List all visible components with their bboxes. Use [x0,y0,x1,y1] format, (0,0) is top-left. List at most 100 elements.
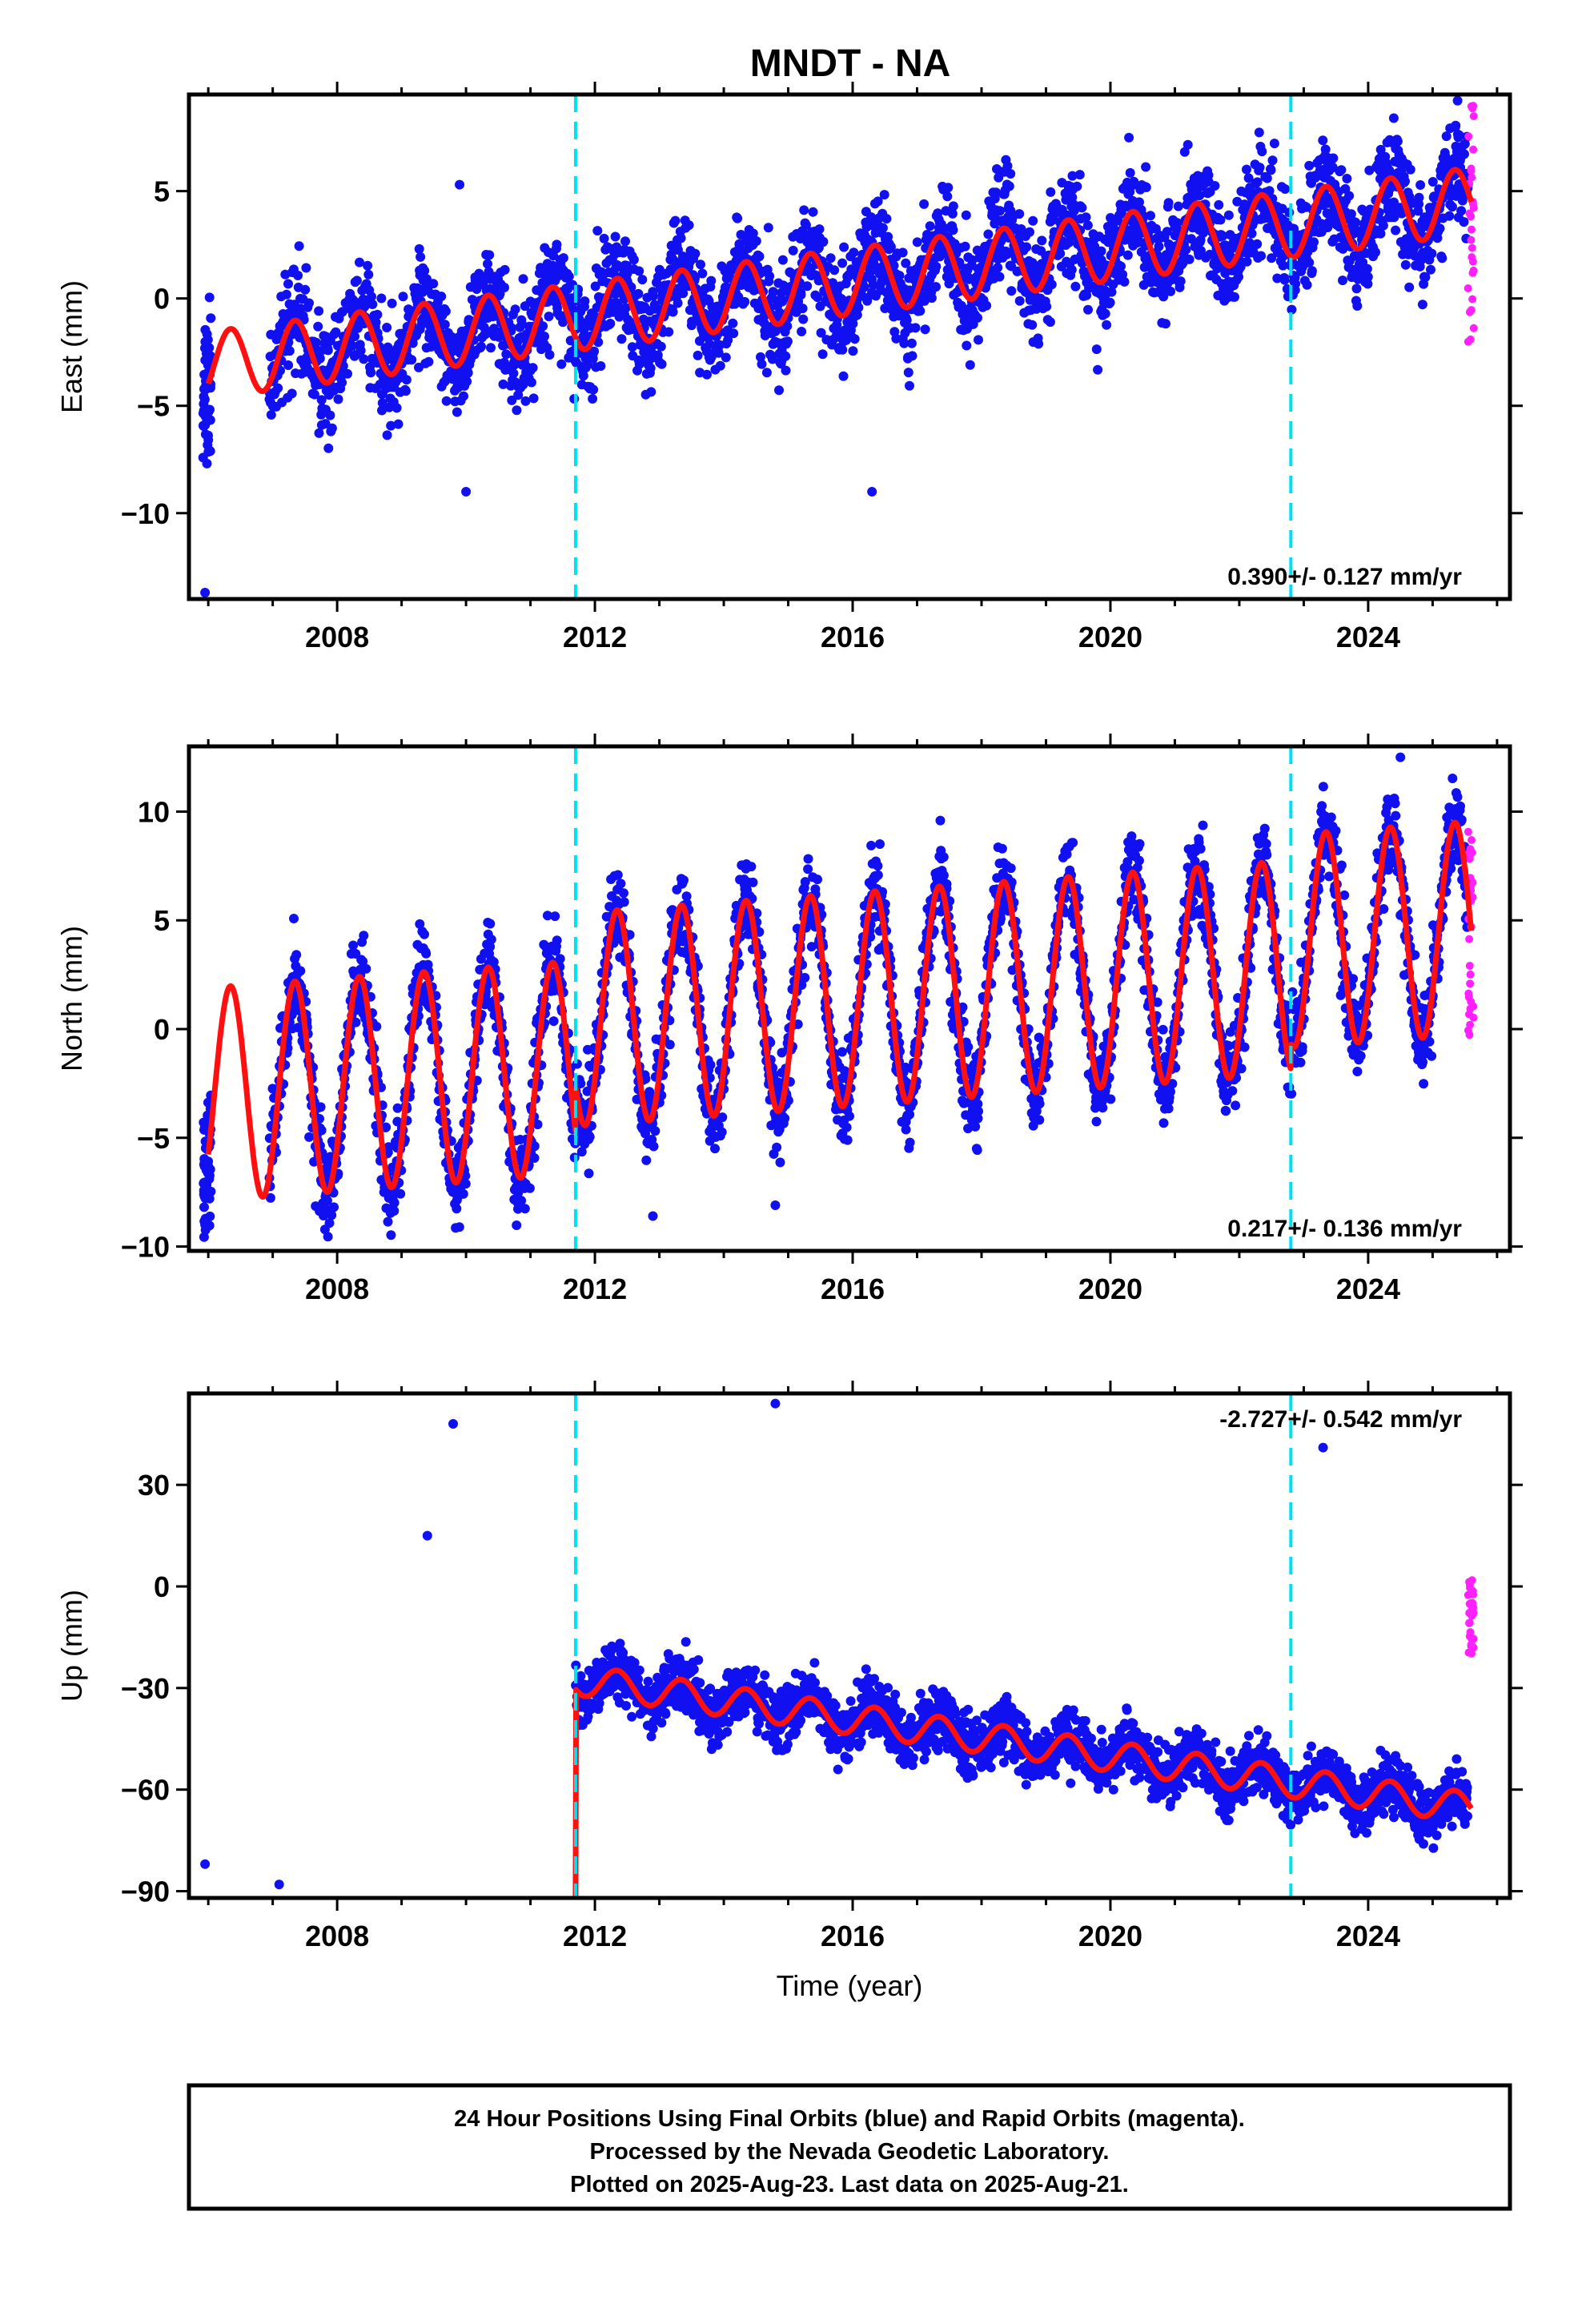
east-data-point [313,321,323,332]
north-data-point [460,1179,471,1189]
east-data-point [1077,203,1087,213]
east-data-point [200,411,211,421]
east-data-point [366,368,376,378]
east-data-point [798,314,809,324]
east-data-point [808,207,818,217]
east-data-point [873,196,883,207]
east-data-point [728,318,738,328]
east-data-point [590,281,600,292]
east-data-point [500,283,509,292]
east-data-point [1175,276,1186,287]
east-data-point [440,306,451,316]
east-data-point [828,278,838,288]
east-data-point [287,388,297,399]
east-data-point [323,443,334,453]
east-data-point [1420,272,1431,283]
east-data-point [652,303,662,313]
east-data-point [580,296,590,307]
east-data-point [1234,271,1243,282]
east-data-point [1014,296,1025,306]
east-data-point [915,306,926,316]
east-data-point [767,354,777,364]
north-data-point [800,972,810,983]
east-data-point [837,344,848,355]
east-data-point [1252,177,1263,187]
east-data-point [1460,139,1470,149]
east-data-point [202,329,212,340]
east-data-point [1309,237,1319,247]
east-data-point [283,279,293,289]
east-data-point [1363,279,1373,289]
east-data-point [486,343,496,353]
east-data-point [1405,164,1415,175]
east-data-point [1186,234,1196,244]
east-data-point [1307,266,1317,276]
east-data-point [852,310,862,320]
east-data-point [588,353,598,364]
east-data-point [592,226,603,236]
east-data-point [1072,181,1082,191]
east-data-point [1055,248,1066,259]
east-data-point [881,214,892,224]
north-data-point [359,931,369,941]
east-data-point [1124,132,1134,143]
east-data-point [391,403,402,413]
east-data-point [1266,165,1276,175]
east-rapid-orbit-point [1467,167,1476,175]
north-data-point [717,1127,727,1137]
east-data-point [512,405,522,416]
east-data-point [1437,253,1447,263]
north-data-point [746,862,757,872]
east-data-point [548,251,559,261]
east-data-point [1291,279,1301,289]
east-data-point [1163,198,1174,208]
north-data-point [548,1016,559,1027]
east-data-point [715,360,725,371]
north-data-point [648,1141,659,1152]
east-data-point [782,336,793,347]
east-data-point [327,423,337,433]
east-rapid-orbit-point [1464,132,1473,141]
east-data-point [1318,135,1328,146]
east-data-point [781,351,791,361]
east-data-point [350,332,359,342]
north-data-point [304,1132,315,1142]
east-data-point [1106,287,1117,297]
east-data-point [199,394,210,404]
east-data-point [774,385,784,396]
east-data-point [564,271,574,282]
east-data-point [1138,279,1149,290]
east-data-point [637,275,648,285]
east-data-point [910,323,921,333]
east-rapid-orbit-point [1468,243,1476,252]
east-data-point [1215,215,1226,225]
east-data-point [818,236,829,247]
east-data-point [1116,208,1126,219]
east-data-point [1262,173,1272,183]
east-data-point [1105,297,1115,308]
east-data-point [1302,279,1312,290]
north-data-point [555,954,565,964]
east-data-point [1093,364,1103,375]
east-data-point [982,300,992,311]
east-data-point [205,381,215,392]
east-data-point [889,260,899,271]
east-data-point [994,271,1005,282]
east-data-point [382,430,392,440]
east-data-point [853,303,864,312]
east-data-point [424,356,434,367]
east-data-point [1456,206,1467,216]
east-data-point [1404,282,1415,292]
east-data-point [723,335,733,345]
north-data-point [383,1216,393,1227]
east-data-point [837,258,848,268]
east-data-point [1417,300,1427,310]
east-data-point [1066,264,1077,275]
east-data-point [316,395,327,405]
east-data-point [761,368,772,378]
east-data-point [294,241,304,251]
east-data-point [1378,220,1388,231]
east-data-point [1146,211,1155,221]
east-data-point [1122,202,1132,212]
